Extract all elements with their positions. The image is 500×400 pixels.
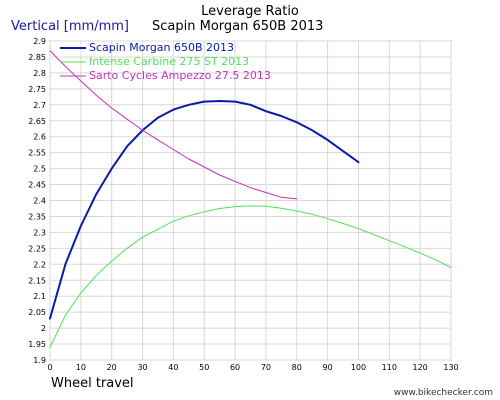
series-line-2 xyxy=(49,205,452,348)
y-tick-label: 2.45 xyxy=(28,181,46,190)
chart-title: Leverage Ratio xyxy=(201,4,299,19)
y-tick-label: 2.9 xyxy=(33,37,46,46)
y-tick-label: 1.95 xyxy=(28,340,46,349)
y-tick-label: 2 xyxy=(41,324,46,333)
y-axis-ticks: 1.9 1.95 2 2.05 2.1 2.15 2.2 2.25 2.3 2.35 2.4 2.45… xyxy=(28,37,46,365)
series-lines xyxy=(49,50,452,348)
y-tick-label: 2.3 xyxy=(33,228,46,237)
x-tick-label: 90 xyxy=(323,363,333,372)
y-tick-label: 1.9 xyxy=(33,356,46,365)
y-tick-label: 2.75 xyxy=(28,85,46,94)
y-tick-label: 2.6 xyxy=(33,133,46,142)
legend-label-2: Intense Carbine 275 ST 2013 xyxy=(89,55,249,68)
x-tick-label: 30 xyxy=(137,363,147,372)
x-tick-label: 0 xyxy=(47,363,52,372)
x-tick-label: 80 xyxy=(292,363,302,372)
y-tick-label: 2.05 xyxy=(28,308,46,317)
x-axis-ticks: 0 10 20 30 40 50 60 70 80 90 100 110 120 130 xyxy=(47,363,458,372)
y-tick-label: 2.35 xyxy=(28,212,46,221)
x-tick-label: 120 xyxy=(413,363,428,372)
x-tick-label: 110 xyxy=(382,363,397,372)
series-line-1 xyxy=(49,100,360,320)
x-axis-label: Wheel travel xyxy=(51,376,134,391)
x-tick-label: 50 xyxy=(199,363,209,372)
x-tick-label: 70 xyxy=(261,363,271,372)
y-tick-label: 2.15 xyxy=(28,276,46,285)
x-tick-label: 130 xyxy=(443,363,458,372)
y-tick-label: 2.25 xyxy=(28,244,46,253)
x-tick-label: 40 xyxy=(168,363,178,372)
x-tick-label: 10 xyxy=(76,363,86,372)
series-line-3 xyxy=(49,50,298,200)
y-tick-label: 2.7 xyxy=(33,101,46,110)
y-tick-label: 2.5 xyxy=(33,165,46,174)
watermark: www.bikechecker.com xyxy=(394,388,493,398)
chart-subtitle: Scapin Morgan 650B 2013 xyxy=(152,19,323,34)
y-tick-label: 2.55 xyxy=(28,149,46,158)
y-tick-label: 2.4 xyxy=(33,197,46,206)
legend-label-3: Sarto Cycles Ampezzo 27.5 2013 xyxy=(89,69,271,82)
y-tick-label: 2.85 xyxy=(28,53,46,62)
y-tick-label: 2.2 xyxy=(33,260,46,269)
x-tick-label: 60 xyxy=(230,363,240,372)
y-axis-label: Vertical [mm/mm] xyxy=(11,19,129,34)
x-tick-label: 20 xyxy=(107,363,117,372)
y-tick-label: 2.1 xyxy=(33,292,46,301)
grid xyxy=(49,40,452,361)
legend-label-1: Scapin Morgan 650B 2013 xyxy=(89,41,234,54)
y-tick-label: 2.8 xyxy=(33,69,46,78)
x-tick-label: 100 xyxy=(351,363,366,372)
y-tick-label: 2.65 xyxy=(28,117,46,126)
